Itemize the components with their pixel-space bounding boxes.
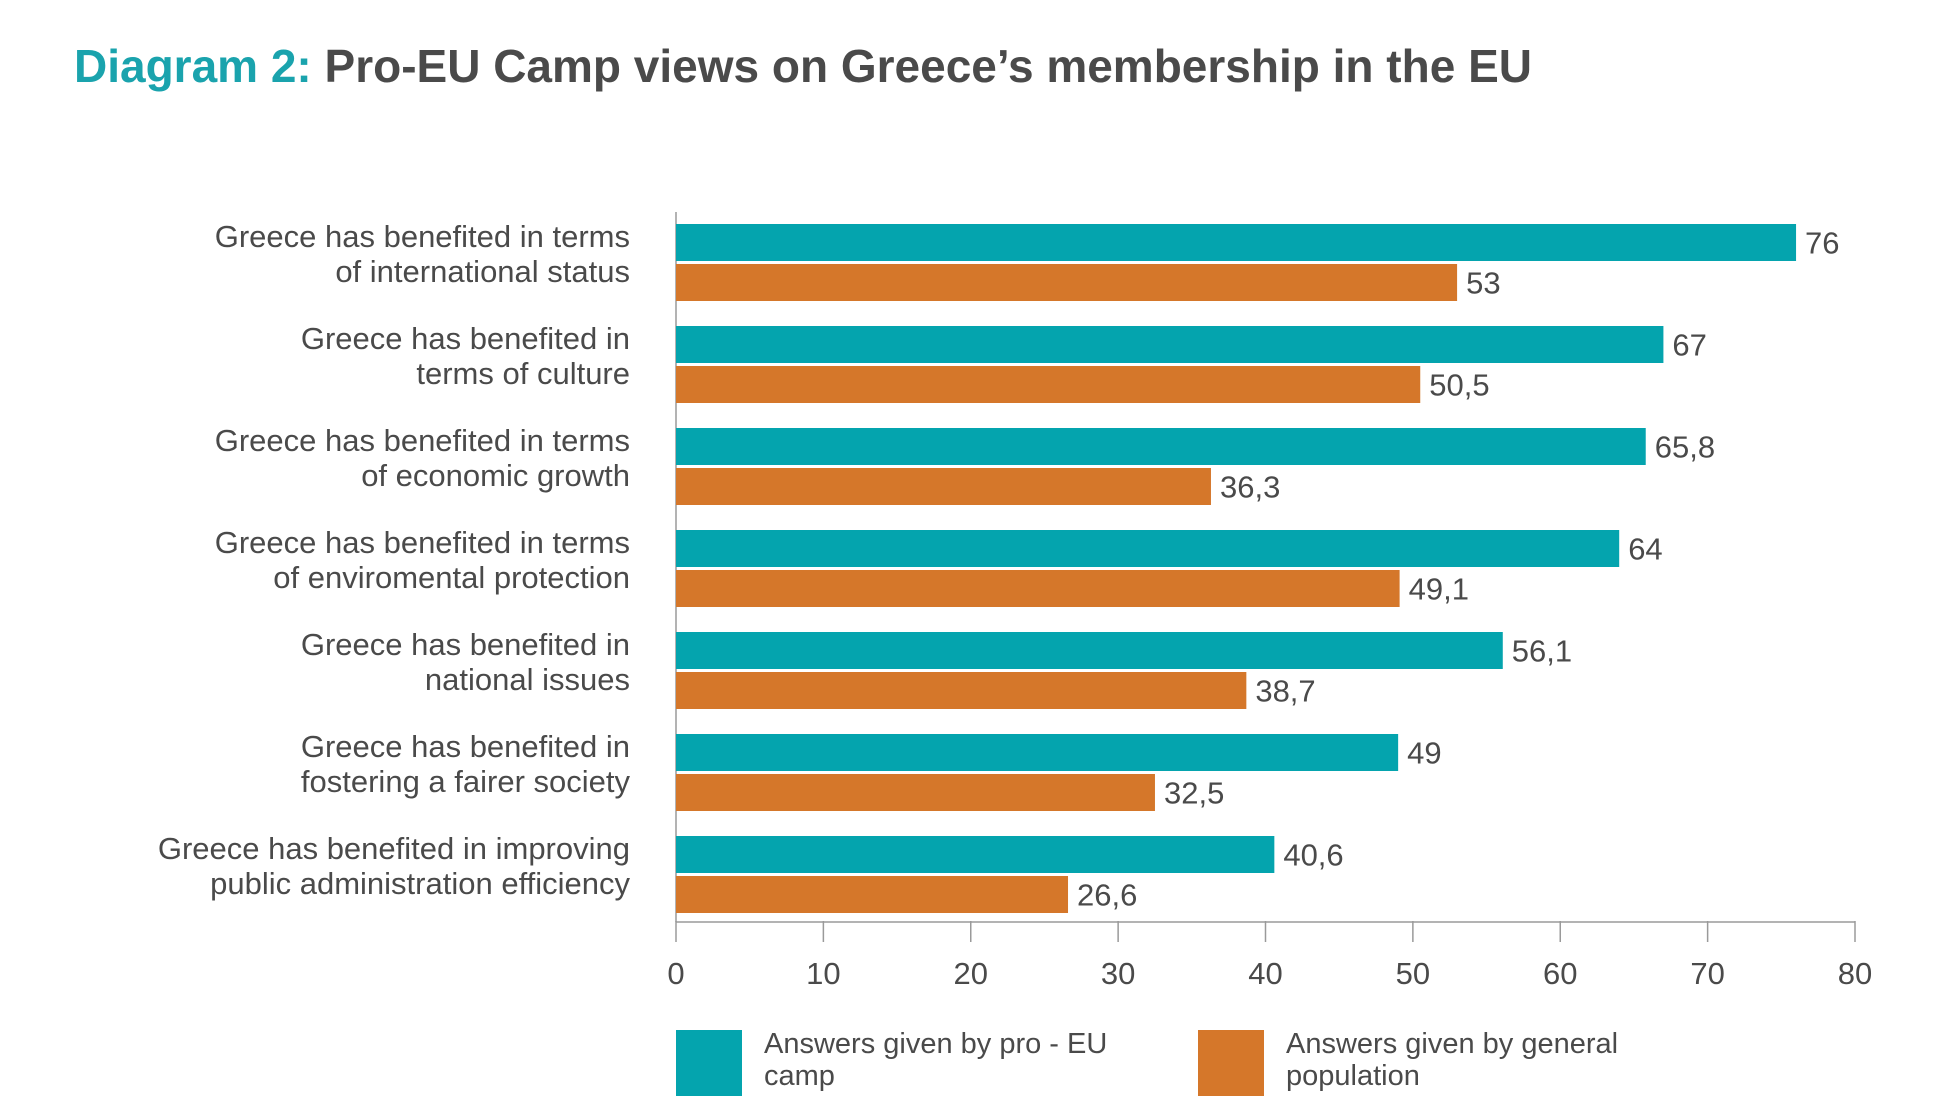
x-tick-label: 30 xyxy=(1101,956,1135,991)
bar-pro-eu xyxy=(676,224,1797,261)
data-label-pro-eu: 64 xyxy=(1628,532,1662,567)
bar-pro-eu xyxy=(676,530,1620,567)
x-tick-label: 70 xyxy=(1690,956,1724,991)
x-tick-label: 10 xyxy=(806,956,840,991)
category-label: Greece has benefited in terms of economic… xyxy=(215,423,630,493)
bar-general xyxy=(676,570,1400,607)
data-label-pro-eu: 49 xyxy=(1407,736,1441,771)
legend-swatch-general xyxy=(1198,1030,1264,1096)
data-label-pro-eu: 56,1 xyxy=(1512,634,1572,669)
category-label-line: Greece has benefited in improving xyxy=(158,831,630,866)
chart-title: Diagram 2: Pro-EU Camp views on Greece’s… xyxy=(74,36,1574,96)
bar-general xyxy=(676,264,1458,301)
x-tick-label: 40 xyxy=(1248,956,1282,991)
category-label-line: of international status xyxy=(335,254,630,289)
data-label-general: 36,3 xyxy=(1220,470,1280,505)
category-label: Greece has benefited in improving public … xyxy=(158,831,631,901)
category-label-line: of economic growth xyxy=(361,458,630,493)
data-label-pro-eu: 65,8 xyxy=(1655,430,1715,465)
category-label-line: Greece has benefited in xyxy=(301,729,630,764)
data-label-pro-eu: 76 xyxy=(1805,226,1839,261)
bar-general xyxy=(676,876,1069,913)
bar-pro-eu xyxy=(676,428,1646,465)
chart-title-prefix: Diagram 2: xyxy=(74,40,312,92)
x-tick-label: 20 xyxy=(954,956,988,991)
x-tick-label: 0 xyxy=(667,956,684,991)
bar-general xyxy=(676,468,1211,505)
data-label-pro-eu: 40,6 xyxy=(1283,838,1343,873)
legend-label-general: Answers given by general population xyxy=(1286,1028,1619,1092)
x-tick-label: 80 xyxy=(1838,956,1872,991)
category-label-line: national issues xyxy=(425,662,630,697)
bar-general xyxy=(676,672,1247,709)
bar-pro-eu xyxy=(676,734,1399,771)
category-label-line: Greece has benefited in terms xyxy=(215,423,630,458)
data-label-general: 50,5 xyxy=(1429,368,1489,403)
category-label-line: Greece has benefited in terms xyxy=(215,219,630,254)
legend-label-pro-eu: Answers given by pro - EU camp xyxy=(764,1028,1108,1092)
data-label-general: 38,7 xyxy=(1255,674,1315,709)
category-label-line: Greece has benefited in xyxy=(301,321,630,356)
data-label-general: 49,1 xyxy=(1409,572,1469,607)
category-label-line: Greece has benefited in xyxy=(301,627,630,662)
data-label-pro-eu: 67 xyxy=(1672,328,1706,363)
category-label-line: Greece has benefited in terms xyxy=(215,525,630,560)
bar-pro-eu xyxy=(676,326,1664,363)
category-label: Greece has benefited in terms of internat… xyxy=(215,219,630,289)
category-label: Greece has benefited in fostering a faire… xyxy=(301,729,631,799)
category-label-line: of enviromental protection xyxy=(273,560,630,595)
data-label-general: 26,6 xyxy=(1077,878,1137,913)
category-label: Greece has benefited in terms of envirome… xyxy=(215,525,630,595)
data-label-general: 53 xyxy=(1466,266,1500,301)
category-label-line: public administration efficiency xyxy=(210,866,630,901)
bar-general xyxy=(676,774,1155,811)
bar-chart: 0 10 20 30 40 50 60 70 80 76 53 Greece has benefite… xyxy=(158,212,1872,991)
x-tick-label: 50 xyxy=(1396,956,1430,991)
legend-swatch-pro-eu xyxy=(676,1030,742,1096)
bar-pro-eu xyxy=(676,632,1503,669)
category-label-line: terms of culture xyxy=(416,356,630,391)
chart-title-main: Pro-EU Camp views on Greece’s membership… xyxy=(324,40,1532,92)
data-label-general: 32,5 xyxy=(1164,776,1224,811)
bar-general xyxy=(676,366,1421,403)
category-label: Greece has benefited in terms of culture xyxy=(301,321,630,391)
x-tick-label: 60 xyxy=(1543,956,1577,991)
category-label: Greece has benefited in national issues xyxy=(301,627,630,697)
category-label-line: fostering a fairer society xyxy=(301,764,631,799)
bar-pro-eu xyxy=(676,836,1275,873)
chart-legend: Answers given by pro - EU camp Answers g… xyxy=(0,1028,1946,1101)
